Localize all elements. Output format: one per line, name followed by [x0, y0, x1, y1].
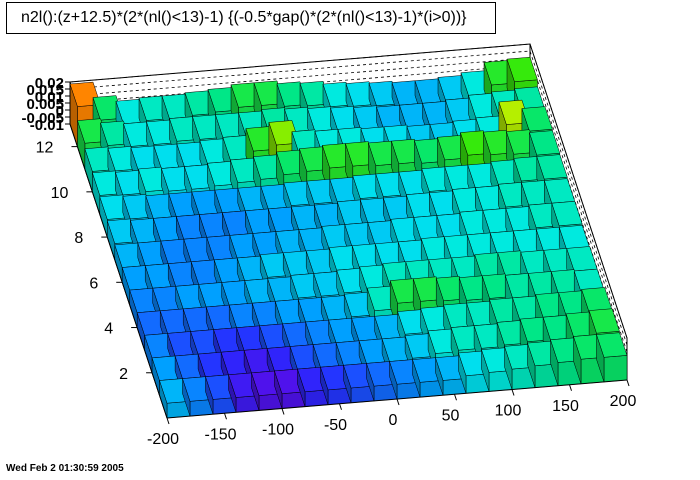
- bar-front: [603, 355, 628, 383]
- x-tick: [224, 413, 227, 420]
- y-tick-label: 2: [119, 366, 128, 383]
- x-tick: [626, 379, 630, 387]
- bar-top: [536, 154, 568, 180]
- z-tick-label: 0.005: [26, 96, 64, 113]
- x-tick-label: 200: [610, 393, 637, 410]
- x-tick: [166, 417, 170, 425]
- bar-top: [596, 332, 628, 358]
- y-tick-label: 10: [51, 185, 69, 202]
- x-axis-line: [166, 379, 628, 419]
- x-tick: [281, 408, 285, 415]
- y-tick-label: 8: [74, 230, 83, 247]
- z-tick-label: 0.01: [35, 89, 64, 106]
- axis-ticks: -200 -150 -100 -50 0 50 100 150 200246810120.020…: [21, 75, 636, 448]
- x-tick-label: 150: [552, 398, 579, 415]
- x-tick: [339, 403, 342, 410]
- x-tick-label: 0: [389, 412, 398, 429]
- z-tick-label: 0: [56, 103, 64, 120]
- x-tick-label: -150: [204, 426, 236, 443]
- z-tick-label: -0.01: [30, 117, 64, 134]
- timestamp: Wed Feb 2 01:30:59 2005: [6, 463, 124, 474]
- grid-line: [69, 50, 628, 346]
- y-tick-label: 6: [89, 275, 98, 292]
- y-axis-line: [69, 123, 168, 419]
- x-tick: [511, 389, 515, 396]
- z-tick-label: 0.02: [35, 75, 64, 92]
- grid-line: [69, 43, 628, 339]
- x-tick: [396, 398, 400, 406]
- chart-title: n2l():(z+12.5)*(2*(nl()<13)-1) {(-0.5*ga…: [6, 2, 496, 34]
- bar-top: [506, 56, 538, 82]
- z-tick-label: 0.015: [26, 82, 64, 99]
- x-tick-label: 50: [442, 407, 460, 424]
- x-tick-label: -100: [262, 422, 294, 439]
- z-tick-label: -0.005: [21, 110, 64, 127]
- x-tick-label: -200: [147, 431, 179, 448]
- lego-bar: [159, 378, 191, 419]
- x-tick-label: 100: [495, 403, 522, 420]
- bar-top: [529, 130, 561, 156]
- x-tick: [454, 394, 457, 401]
- lego-bar: [596, 332, 628, 383]
- grid-line: [69, 57, 628, 353]
- x-tick-label: -50: [324, 417, 347, 434]
- y-tick-label: 4: [104, 321, 113, 338]
- lego-bars: [69, 56, 628, 419]
- lego-bar: [182, 376, 214, 417]
- x-tick: [569, 384, 572, 391]
- lego-bar: [228, 372, 260, 413]
- y-tick-label: 12: [36, 140, 54, 157]
- bar-top: [551, 201, 583, 227]
- bar-top: [588, 308, 620, 334]
- bar-top: [521, 106, 553, 132]
